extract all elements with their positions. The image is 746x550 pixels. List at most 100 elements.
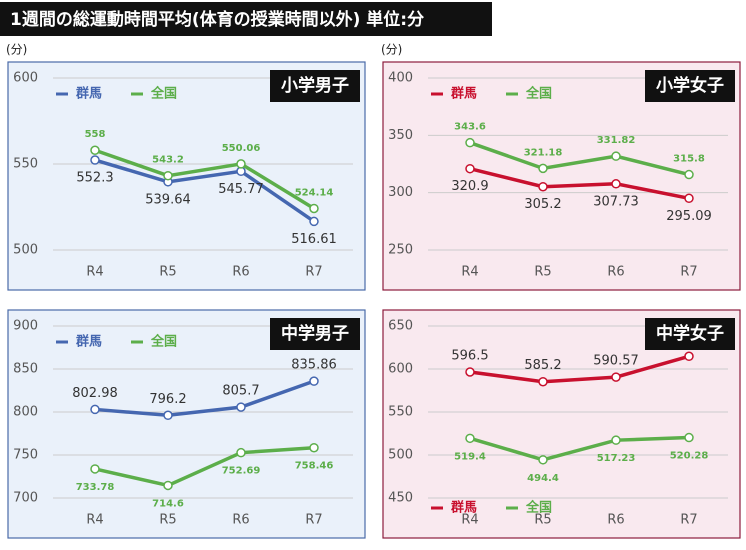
data-point: [611, 435, 621, 445]
y-tick-label: 300: [388, 185, 413, 200]
data-point: [90, 404, 100, 415]
legend-label: 群馬: [451, 500, 477, 516]
y-tick-label: 650: [388, 319, 413, 334]
x-tick-label: R7: [680, 265, 697, 280]
chart-title: 中学男子: [281, 323, 349, 344]
series-line: [469, 354, 690, 384]
data-point: [465, 433, 475, 444]
series-line: [94, 148, 315, 210]
data-point: [236, 402, 246, 412]
data-point: [684, 169, 694, 180]
data-label: 543.2: [152, 155, 184, 166]
data-point: [538, 163, 548, 174]
chart-title: 小学女子: [656, 75, 724, 96]
data-label: 343.6: [454, 122, 486, 133]
data-label: 520.28: [670, 451, 709, 462]
x-tick-label: R7: [305, 513, 322, 528]
data-label: 320.9: [451, 179, 488, 194]
legend-label: 全国: [525, 86, 552, 102]
legend-label: 全国: [525, 500, 552, 516]
series-line: [469, 435, 690, 462]
data-point: [465, 137, 475, 148]
data-label: 550.06: [222, 143, 261, 154]
legend-label: 群馬: [451, 86, 477, 102]
data-label: 295.09: [666, 209, 712, 224]
data-label: 305.2: [524, 197, 561, 212]
y-tick-label: 900: [13, 319, 38, 334]
data-label: 516.61: [291, 232, 337, 247]
y-tick-label: 250: [388, 243, 413, 258]
header-title: 1週間の総運動時間平均(体育の授業時間以外) 単位:分: [10, 9, 424, 30]
x-tick-label: R5: [159, 265, 176, 280]
series-line: [469, 141, 690, 177]
y-tick-label: 550: [13, 157, 38, 172]
data-point: [465, 367, 475, 377]
data-label: 714.6: [152, 498, 184, 509]
y-tick-label: 700: [13, 491, 38, 506]
data-point: [684, 351, 694, 362]
x-tick-label: R6: [607, 265, 624, 280]
data-point: [611, 179, 621, 189]
chart-title: 中学女子: [656, 323, 724, 344]
x-tick-label: R6: [607, 513, 624, 528]
chart-title: 小学男子: [281, 75, 349, 96]
data-point: [90, 155, 100, 165]
y-tick-label: 600: [13, 71, 38, 86]
data-label: 752.69: [222, 466, 261, 477]
series-line: [94, 379, 315, 418]
legend-label: 群馬: [76, 86, 102, 102]
data-label: 331.82: [597, 135, 636, 146]
data-label: 552.3: [76, 171, 113, 186]
title-box: [270, 318, 360, 350]
data-point: [611, 151, 621, 161]
y-tick-label: 500: [388, 448, 413, 463]
data-point: [309, 376, 319, 386]
title-box: [270, 70, 360, 102]
data-label: 585.2: [524, 358, 561, 373]
x-tick-label: R4: [461, 513, 478, 528]
data-label: 545.77: [218, 182, 264, 197]
data-point: [236, 447, 246, 458]
data-label: 802.98: [72, 386, 118, 401]
y-tick-label: 850: [13, 362, 38, 377]
data-label: 539.64: [145, 192, 191, 207]
legend-label: 全国: [150, 334, 177, 350]
y-tick-label: 750: [13, 448, 38, 463]
data-point: [465, 163, 475, 174]
data-point: [163, 480, 173, 491]
data-label: 835.86: [291, 358, 337, 373]
data-label: 517.23: [597, 453, 636, 464]
data-point: [538, 181, 548, 192]
y-tick-label: 550: [388, 405, 413, 420]
x-tick-label: R5: [534, 513, 551, 528]
title-box: [645, 318, 735, 350]
legend-label: 全国: [150, 86, 177, 102]
x-tick-label: R7: [680, 513, 697, 528]
y-tick-label: 450: [388, 491, 413, 506]
data-point: [309, 442, 319, 453]
data-label: 796.2: [149, 392, 186, 407]
data-point: [163, 410, 173, 421]
data-point: [236, 159, 246, 169]
data-point: [684, 432, 694, 443]
data-point: [538, 455, 548, 465]
data-point: [90, 145, 100, 155]
data-point: [684, 193, 694, 204]
data-label: 805.7: [222, 384, 259, 399]
legend-label: 群馬: [76, 334, 102, 350]
title-box: [645, 70, 735, 102]
header-bar: [0, 2, 492, 36]
x-tick-label: R5: [159, 513, 176, 528]
data-point: [90, 464, 100, 474]
x-tick-label: R4: [86, 265, 103, 280]
data-point: [309, 216, 319, 227]
data-label: 321.18: [524, 147, 563, 158]
x-tick-label: R7: [305, 265, 322, 280]
data-label: 519.4: [454, 451, 486, 462]
x-tick-label: R6: [232, 265, 249, 280]
x-tick-label: R4: [86, 513, 103, 528]
data-label: 307.73: [593, 194, 639, 209]
series-line: [469, 167, 690, 201]
data-label: 590.57: [593, 354, 639, 369]
